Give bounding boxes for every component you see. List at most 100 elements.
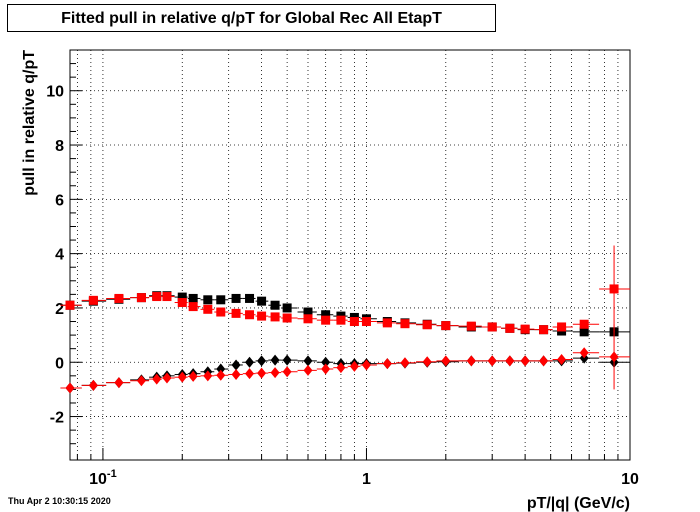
y-tick-label: -2 (50, 410, 64, 427)
series-1-point (65, 300, 75, 310)
series-0-point (231, 293, 241, 303)
series-1-point (245, 310, 255, 320)
series-3-point (539, 355, 549, 367)
series-0-point (188, 293, 198, 303)
series-2-point (303, 355, 313, 367)
y-tick-label: 10 (46, 84, 64, 101)
series-3-point (188, 370, 198, 382)
series-3-point (88, 379, 98, 391)
series-2-point (216, 363, 226, 375)
plot-area (70, 50, 630, 460)
series-1-point (361, 317, 371, 327)
x-tick-label: 1 (362, 471, 371, 488)
y-tick-label: 0 (55, 355, 64, 372)
x-tick-label: 10 (621, 471, 639, 488)
y-tick-label: 6 (55, 192, 64, 209)
series-1-point (203, 304, 213, 314)
y-tick-label: 4 (55, 247, 64, 264)
series-3-point (114, 377, 124, 389)
series-3-point (245, 368, 255, 380)
series-1-point (177, 298, 187, 308)
series-1-point (257, 311, 267, 321)
series-3-point (520, 355, 530, 367)
series-3-point (136, 375, 146, 387)
series-2-point (270, 354, 280, 366)
y-tick-label: 8 (55, 138, 64, 155)
series-1-point (162, 292, 172, 302)
series-3-point (231, 368, 241, 380)
series-1-point (579, 319, 589, 329)
plot-frame (69, 49, 631, 461)
series-1-point (557, 322, 567, 332)
series-1-point (505, 323, 515, 333)
series-1-point (282, 313, 292, 323)
x-axis-label: pT/|q| (GeV/c) (527, 495, 630, 512)
series-1-point (349, 317, 359, 327)
series-3-point (487, 355, 497, 367)
series-1-point (336, 315, 346, 325)
series-1-point (114, 293, 124, 303)
y-axis-label: pull in relative q/pT (21, 50, 38, 196)
series-3-point (303, 364, 313, 376)
chart-title: Fitted pull in relative q/pT for Global … (61, 10, 442, 27)
series-3-point (162, 372, 172, 384)
series-3-point (177, 371, 187, 383)
series-0-point (579, 327, 589, 337)
series-3-point (422, 356, 432, 368)
series-0-point (245, 293, 255, 303)
series-0-point (216, 295, 226, 305)
series-0-point (321, 310, 331, 320)
series-1-point (441, 321, 451, 331)
series-1-point (487, 322, 497, 332)
series-1-point (152, 292, 162, 302)
series-1-point (231, 308, 241, 318)
series-1-point (609, 284, 619, 294)
series-1-point (303, 314, 313, 324)
series-0-point (282, 303, 292, 313)
series-1-point (422, 320, 432, 330)
series-3-point (270, 367, 280, 379)
series-3-point (609, 351, 619, 363)
series-3-point (557, 354, 567, 366)
y-tick-label: 2 (55, 301, 64, 318)
series-1-point (520, 324, 530, 334)
series-3-point (382, 358, 392, 370)
series-1-point (270, 312, 280, 322)
series-3-point (400, 357, 410, 369)
series-3-point (257, 367, 267, 379)
series-2-point (321, 356, 331, 368)
series-3-point (282, 366, 292, 378)
series-0-point (177, 292, 187, 302)
x-tick-label: 10-1 (89, 468, 117, 488)
series-1-point (539, 325, 549, 335)
series-1-point (466, 321, 476, 331)
series-1-point (382, 318, 392, 328)
series-3-point (505, 355, 515, 367)
series-2-point (257, 355, 267, 367)
series-3-point (216, 369, 226, 381)
series-0-point (303, 307, 313, 317)
series-1-point (321, 315, 331, 325)
series-0-point (270, 300, 280, 310)
series-1-point (188, 302, 198, 312)
series-2-point (282, 354, 292, 366)
series-2-point (231, 359, 241, 371)
series-3-point (152, 373, 162, 385)
series-3-point (65, 382, 75, 394)
series-3-point (321, 363, 331, 375)
series-0-point (203, 295, 213, 305)
series-3-point (361, 359, 371, 371)
timestamp-footer: Thu Apr 2 10:30:15 2020 (8, 496, 111, 506)
series-2-point (245, 356, 255, 368)
series-3-point (579, 347, 589, 359)
series-1-point (216, 307, 226, 317)
series-1-point (400, 319, 410, 329)
series-3-point (441, 355, 451, 367)
series-3-point (203, 370, 213, 382)
series-0-point (257, 296, 267, 306)
series-1-point (136, 293, 146, 303)
series-3-point (349, 360, 359, 372)
series-3-point (336, 362, 346, 374)
series-1-point (88, 295, 98, 305)
